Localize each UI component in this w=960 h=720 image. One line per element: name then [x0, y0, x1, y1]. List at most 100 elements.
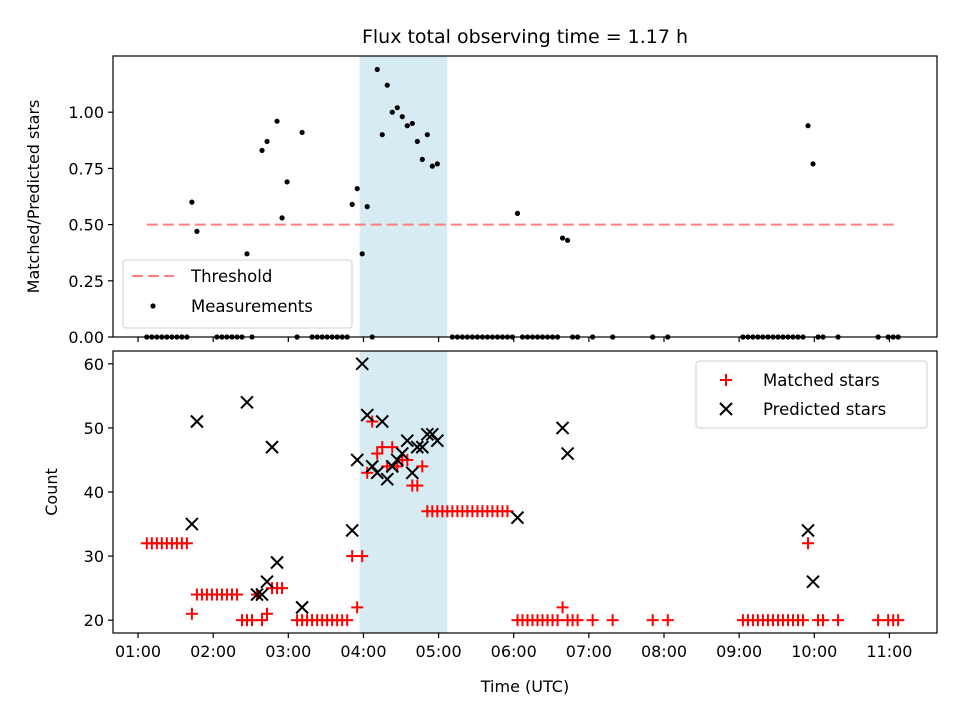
y-tick-label: 20 [84, 611, 104, 630]
x-tick-label: 11:00 [866, 642, 912, 661]
matched-star-point [551, 614, 564, 627]
chart-title: Flux total observing time = 1.17 h [362, 26, 688, 48]
bottom-y-ticks: 20 30 40 50 60 [84, 355, 113, 630]
x-tick-label: 02:00 [190, 642, 236, 661]
legend-measurements-swatch [150, 303, 156, 309]
predicted-star-point [395, 446, 409, 461]
y-tick-label: 50 [84, 419, 104, 438]
measurement-point [424, 132, 430, 138]
predicted-star-point [415, 440, 430, 454]
legend-predicted-label: Predicted stars [763, 400, 886, 419]
matched-star-point [832, 614, 845, 627]
measurement-point [259, 147, 265, 154]
measurement-point [364, 204, 370, 210]
predicted-star-point [250, 587, 264, 602]
x-tick-label: 10:00 [791, 642, 837, 661]
x-tick-label: 03:00 [265, 642, 311, 661]
matched-star-point [351, 601, 364, 614]
legend-threshold-label: Threshold [190, 267, 272, 286]
measurement-point [379, 132, 385, 138]
bottom-y-axis-label: Count [42, 468, 61, 516]
matched-star-point [416, 460, 429, 473]
highlight-span-top [359, 56, 448, 337]
y-tick-label: 0.75 [68, 159, 104, 178]
predicted-star-point [270, 555, 284, 570]
measurement-point [274, 118, 280, 124]
y-tick-label: 0.25 [68, 272, 104, 291]
matched-star-point [606, 614, 619, 627]
matched-star-point [261, 607, 274, 620]
measurement-point [514, 210, 521, 216]
matched-star-point [386, 441, 399, 454]
matched-star-point [256, 614, 269, 627]
x-tick-label: 05:00 [416, 642, 462, 661]
bottom-x-ticks: 01:00 02:00 03:00 04:00 05:00 06:00 07:00 08:00… [115, 633, 912, 661]
x-tick-label: 06:00 [491, 642, 537, 661]
predicted-star-point [240, 395, 254, 409]
measurement-point [194, 228, 200, 234]
matched-star-point [872, 614, 885, 627]
top-legend: Threshold Measurements [122, 259, 353, 329]
bottom-legend-box [695, 360, 928, 429]
predicted-star-point [405, 466, 420, 480]
x-tick-label: 01:00 [115, 642, 161, 661]
legend-measurements-label: Measurements [191, 297, 313, 316]
bottom-panel: 20 30 40 50 60 01:00 02:00 03:00 04:00 05:00 06:0… [42, 350, 938, 696]
matched-star-point [797, 614, 810, 627]
top-y-ticks: 0.00 0.25 0.50 0.75 1.00 [68, 103, 113, 347]
predicted-star-point [345, 523, 359, 538]
predicted-star-point [355, 357, 369, 371]
measurement-point [434, 161, 440, 167]
y-tick-label: 1.00 [68, 103, 104, 122]
matched-star-point [180, 537, 193, 550]
measurement-point [404, 123, 410, 129]
matched-star-point [371, 447, 384, 460]
legend-matched-label: Matched stars [763, 371, 880, 390]
matched-star-point [802, 537, 815, 550]
measurement-point [359, 251, 365, 257]
measurement-point [564, 237, 571, 243]
measurement-point [389, 109, 395, 115]
measurement-point [279, 215, 285, 221]
predicted-star-point [801, 523, 815, 538]
x-tick-label: 08:00 [641, 642, 687, 661]
measurement-point [284, 179, 290, 185]
matched-stars-points [140, 415, 905, 627]
measurement-point [189, 199, 195, 205]
measurement-point [399, 114, 405, 120]
matched-star-point [356, 550, 369, 563]
legend-predicted-swatch [719, 402, 733, 416]
legend-matched-marker [720, 374, 732, 386]
x-tick-label: 09:00 [716, 642, 762, 661]
y-tick-label: 0.50 [68, 216, 104, 235]
measurement-point [414, 138, 420, 145]
measurement-point [349, 201, 355, 207]
y-tick-label: 60 [84, 355, 104, 374]
matched-star-point [276, 582, 289, 595]
measurement-point [244, 251, 250, 257]
predicted-star-point [360, 408, 374, 422]
x-tick-label: 04:00 [340, 642, 386, 661]
matched-star-point [376, 441, 389, 454]
measurement-point [559, 235, 566, 241]
matched-star-point [230, 588, 243, 601]
predicted-star-point [806, 575, 820, 589]
measurement-point [384, 82, 390, 88]
predicted-star-point [260, 575, 274, 589]
matched-star-point [646, 614, 659, 627]
measurement-point [394, 105, 400, 111]
predicted-star-point [410, 440, 425, 454]
top-x-ticks [137, 337, 891, 342]
legend-predicted-marker [719, 402, 733, 416]
x-axis-label: Time (UTC) [480, 677, 569, 696]
measurement-point [429, 163, 435, 169]
predicted-star-point [255, 587, 269, 602]
matched-star-point [556, 601, 569, 614]
predicted-star-point [560, 446, 575, 461]
predicted-star-point [510, 510, 525, 525]
measurement-point [409, 120, 415, 127]
predicted-star-point [420, 427, 435, 442]
x-tick-label: 07:00 [566, 642, 612, 661]
predicted-star-point [265, 440, 279, 454]
